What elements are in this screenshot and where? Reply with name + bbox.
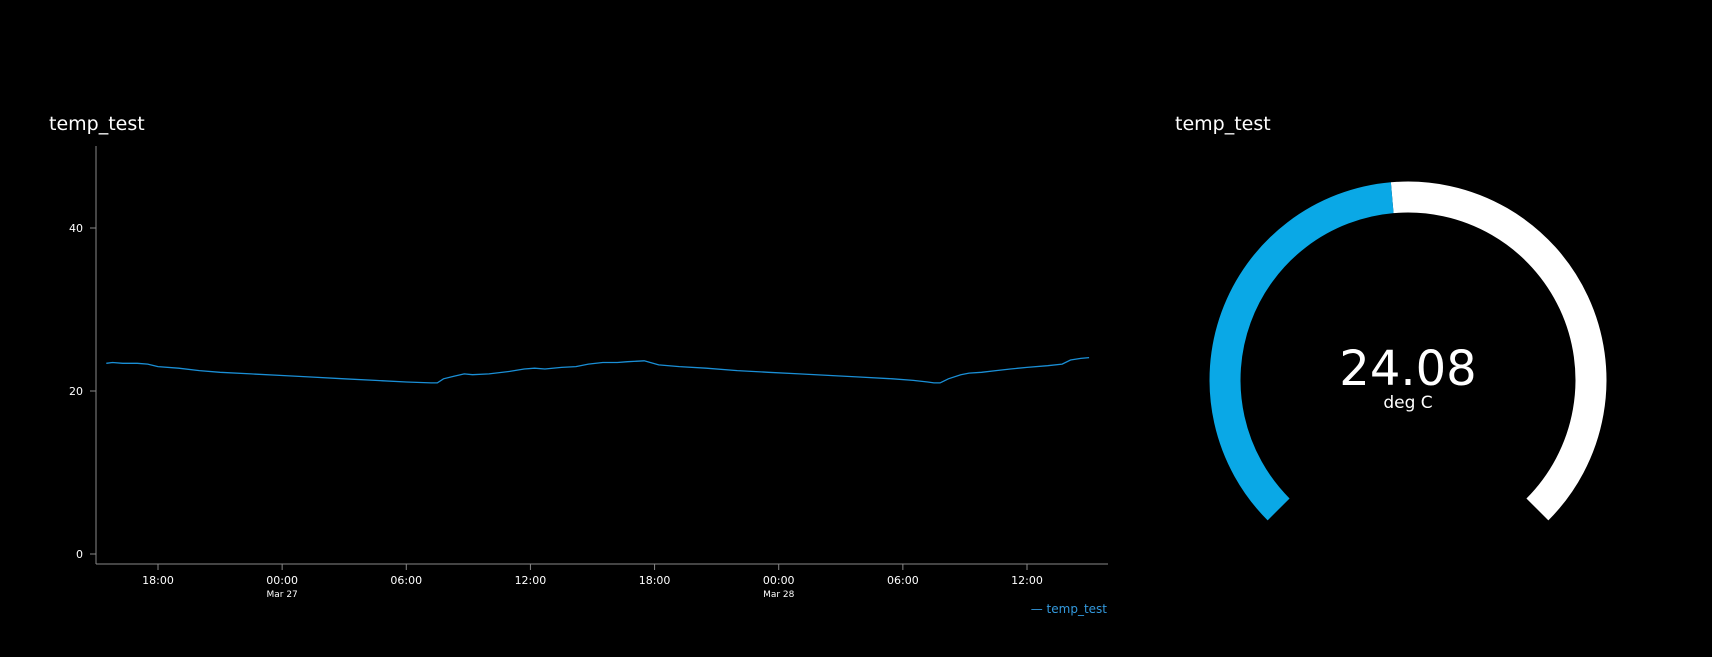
gauge-title: temp_test: [1175, 113, 1271, 135]
gauge: 24.08 deg C: [1209, 181, 1607, 521]
y-tick-label: 40: [69, 222, 83, 235]
gauge-unit: deg C: [1383, 393, 1432, 413]
chart-title: temp_test: [49, 113, 145, 135]
x-tick-label: 12:00: [515, 574, 547, 587]
x-tick-date-label: Mar 28: [763, 590, 795, 600]
x-tick-label: 00:00: [763, 574, 795, 587]
x-tick-date-label: Mar 27: [266, 590, 297, 600]
x-tick-label: 18:00: [639, 574, 671, 587]
x-tick-label: 18:00: [142, 574, 174, 587]
gauge-fill: [1209, 182, 1394, 521]
x-tick-label: 00:00: [266, 574, 298, 587]
y-tick-label: 0: [76, 548, 83, 561]
y-tick-label: 20: [69, 385, 83, 398]
gauge-track: [1390, 181, 1607, 521]
x-tick-label: 12:00: [1011, 574, 1043, 587]
series-line-temp_test[interactable]: [106, 356, 1090, 384]
gauge-value: 24.08: [1339, 341, 1476, 397]
x-tick-label: 06:00: [390, 574, 422, 587]
x-tick-label: 06:00: [887, 574, 919, 587]
legend-item[interactable]: — temp_test: [1031, 602, 1108, 616]
